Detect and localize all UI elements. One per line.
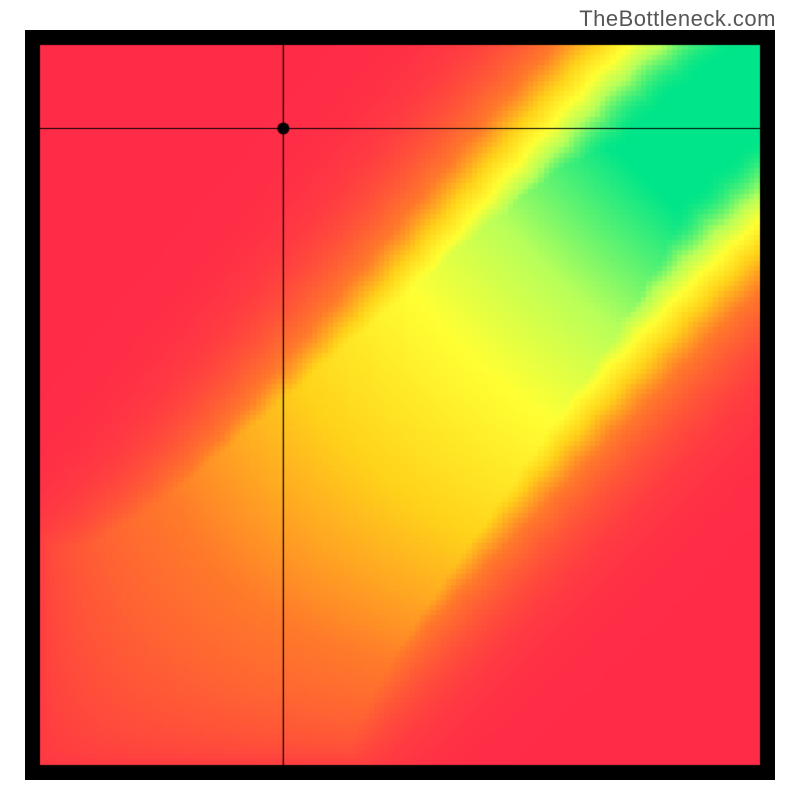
bottleneck-heatmap	[25, 30, 775, 780]
heatmap-canvas	[25, 30, 775, 780]
watermark-text: TheBottleneck.com	[579, 6, 776, 32]
